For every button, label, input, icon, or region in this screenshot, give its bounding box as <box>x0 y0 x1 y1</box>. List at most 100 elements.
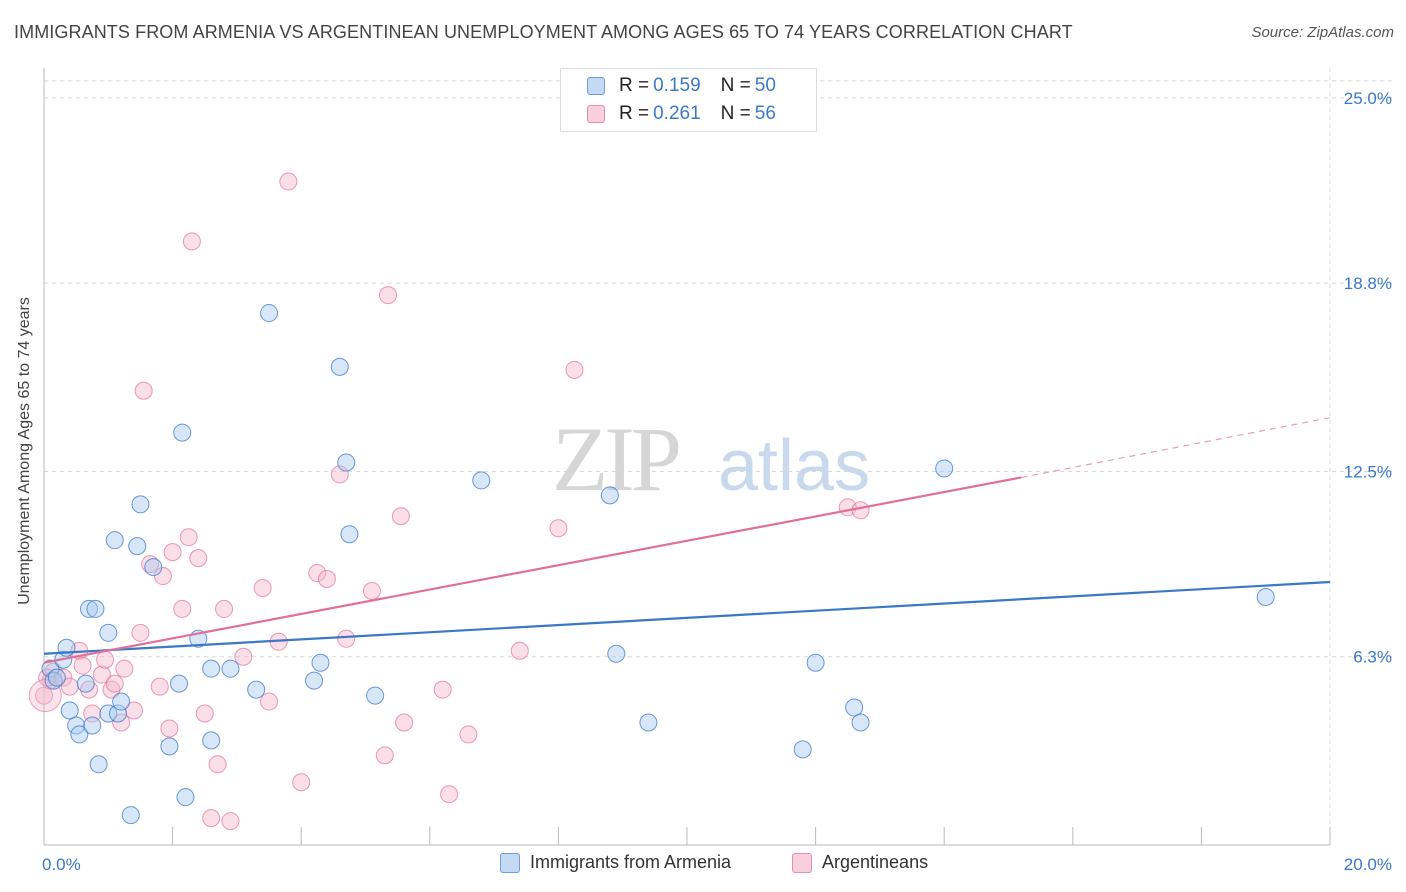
data-point-armenia <box>160 737 179 756</box>
series-argentineans <box>28 172 870 831</box>
data-point-armenia <box>639 713 658 732</box>
series-immigrants-from-armenia <box>41 304 1275 825</box>
chart-title: IMMIGRANTS FROM ARMENIA VS ARGENTINEAN U… <box>14 22 1073 42</box>
data-point-argentineans <box>234 647 253 666</box>
data-point-argentineans <box>153 567 172 586</box>
data-point-argentineans <box>433 680 452 699</box>
data-point-armenia <box>89 755 108 774</box>
data-point-argentineans <box>141 555 160 574</box>
data-point-armenia <box>86 599 105 618</box>
data-point-argentineans <box>195 704 214 723</box>
legend-swatch-pink <box>792 852 812 873</box>
data-point-armenia <box>41 659 60 678</box>
data-point-armenia <box>80 599 99 618</box>
data-point-armenia <box>99 623 118 642</box>
x-tick-label: 20.0% <box>1344 855 1392 874</box>
data-point-armenia <box>1256 587 1275 606</box>
legend-row-argentineans: R = 0.261 N = 56 <box>587 103 776 125</box>
data-point-argentineans <box>279 172 298 191</box>
data-point-armenia <box>99 704 118 723</box>
data-point-armenia <box>70 725 89 744</box>
data-point-argentineans <box>189 549 208 568</box>
data-point-argentineans <box>440 785 459 804</box>
data-point-argentineans <box>215 599 234 618</box>
watermark-zip: ZIP <box>552 408 679 510</box>
data-point-argentineans <box>330 465 349 484</box>
data-point-argentineans <box>459 725 478 744</box>
data-point-argentineans <box>35 686 53 705</box>
data-point-argentineans <box>150 677 169 696</box>
data-point-armenia <box>131 495 150 514</box>
data-point-armenia <box>311 653 330 672</box>
data-point-argentineans <box>131 623 150 642</box>
data-point-armenia <box>340 525 359 544</box>
data-point-argentineans <box>337 629 356 648</box>
data-point-armenia <box>247 680 266 699</box>
data-point-armenia <box>600 486 619 505</box>
legend-item-argentineans[interactable]: Argentineans <box>792 852 928 873</box>
data-point-argentineans <box>308 564 327 583</box>
data-point-argentineans <box>102 680 121 699</box>
data-point-argentineans <box>510 641 529 660</box>
legend-n-label: N = <box>720 103 751 124</box>
legend-r-label: R = <box>619 103 650 124</box>
data-point-armenia <box>305 671 324 690</box>
data-point-argentineans <box>160 719 179 738</box>
data-point-armenia <box>44 671 63 690</box>
data-point-argentineans <box>179 528 198 547</box>
data-point-armenia <box>60 701 79 720</box>
data-point-armenia <box>851 713 870 732</box>
y-tick-label: 25.0% <box>1344 89 1392 108</box>
data-point-argentineans <box>163 543 182 562</box>
data-point-armenia <box>144 558 163 577</box>
data-point-armenia <box>935 459 954 478</box>
data-point-argentineans <box>549 519 568 538</box>
data-point-argentineans <box>375 746 394 765</box>
x-tick-label: 0.0% <box>42 855 81 874</box>
data-point-armenia <box>112 692 131 711</box>
legend-swatch-blue <box>500 852 520 873</box>
data-point-argentineans <box>173 599 192 618</box>
legend-swatch-pink <box>587 105 605 123</box>
legend-r-value: 0.261 <box>653 103 701 124</box>
data-point-argentineans <box>54 668 73 687</box>
data-point-armenia <box>330 357 349 376</box>
source-label: Source: ZipAtlas.com <box>1251 24 1394 41</box>
data-point-armenia <box>176 788 195 807</box>
trend-line-argentineans-extrapolated <box>1021 417 1331 479</box>
data-point-armenia <box>83 716 102 735</box>
legend-item-label: Immigrants from Armenia <box>530 852 732 872</box>
y-tick-label: 18.8% <box>1344 274 1392 293</box>
data-point-armenia <box>260 304 279 323</box>
data-point-argentineans <box>80 680 99 699</box>
data-point-argentineans <box>395 713 414 732</box>
trend-lines <box>43 417 1331 664</box>
legend-n-value: 50 <box>754 75 776 96</box>
data-point-armenia <box>128 537 147 556</box>
data-point-armenia <box>202 731 221 750</box>
watermark-atlas: atlas <box>718 426 870 506</box>
data-point-argentineans <box>379 286 398 305</box>
data-point-argentineans <box>73 656 92 675</box>
trend-line-armenia <box>43 580 1331 655</box>
legend-r-value: 0.159 <box>653 75 701 96</box>
data-point-argentineans <box>253 578 272 597</box>
data-point-armenia <box>793 740 812 759</box>
y-tick-label: 12.5% <box>1344 462 1392 481</box>
tick-labels: 6.3% 12.5% 18.8% 25.0% 0.0% 20.0% <box>42 89 1392 874</box>
data-point-argentineans <box>221 812 240 831</box>
data-point-argentineans <box>208 755 227 774</box>
trend-line-argentineans <box>43 476 1022 664</box>
data-point-argentineans <box>565 360 584 379</box>
legend-r-label: R = <box>619 75 650 96</box>
data-point-armenia <box>607 644 626 663</box>
series-legend: Immigrants from Armenia Argentineans <box>0 852 1406 876</box>
data-point-armenia <box>366 686 385 705</box>
data-point-argentineans <box>115 659 134 678</box>
legend-row-armenia: R = 0.159 N = 50 <box>587 75 776 97</box>
data-point-armenia <box>170 674 189 693</box>
data-point-argentineans <box>92 665 111 684</box>
legend-item-armenia[interactable]: Immigrants from Armenia <box>500 852 731 873</box>
data-point-armenia <box>108 704 127 723</box>
